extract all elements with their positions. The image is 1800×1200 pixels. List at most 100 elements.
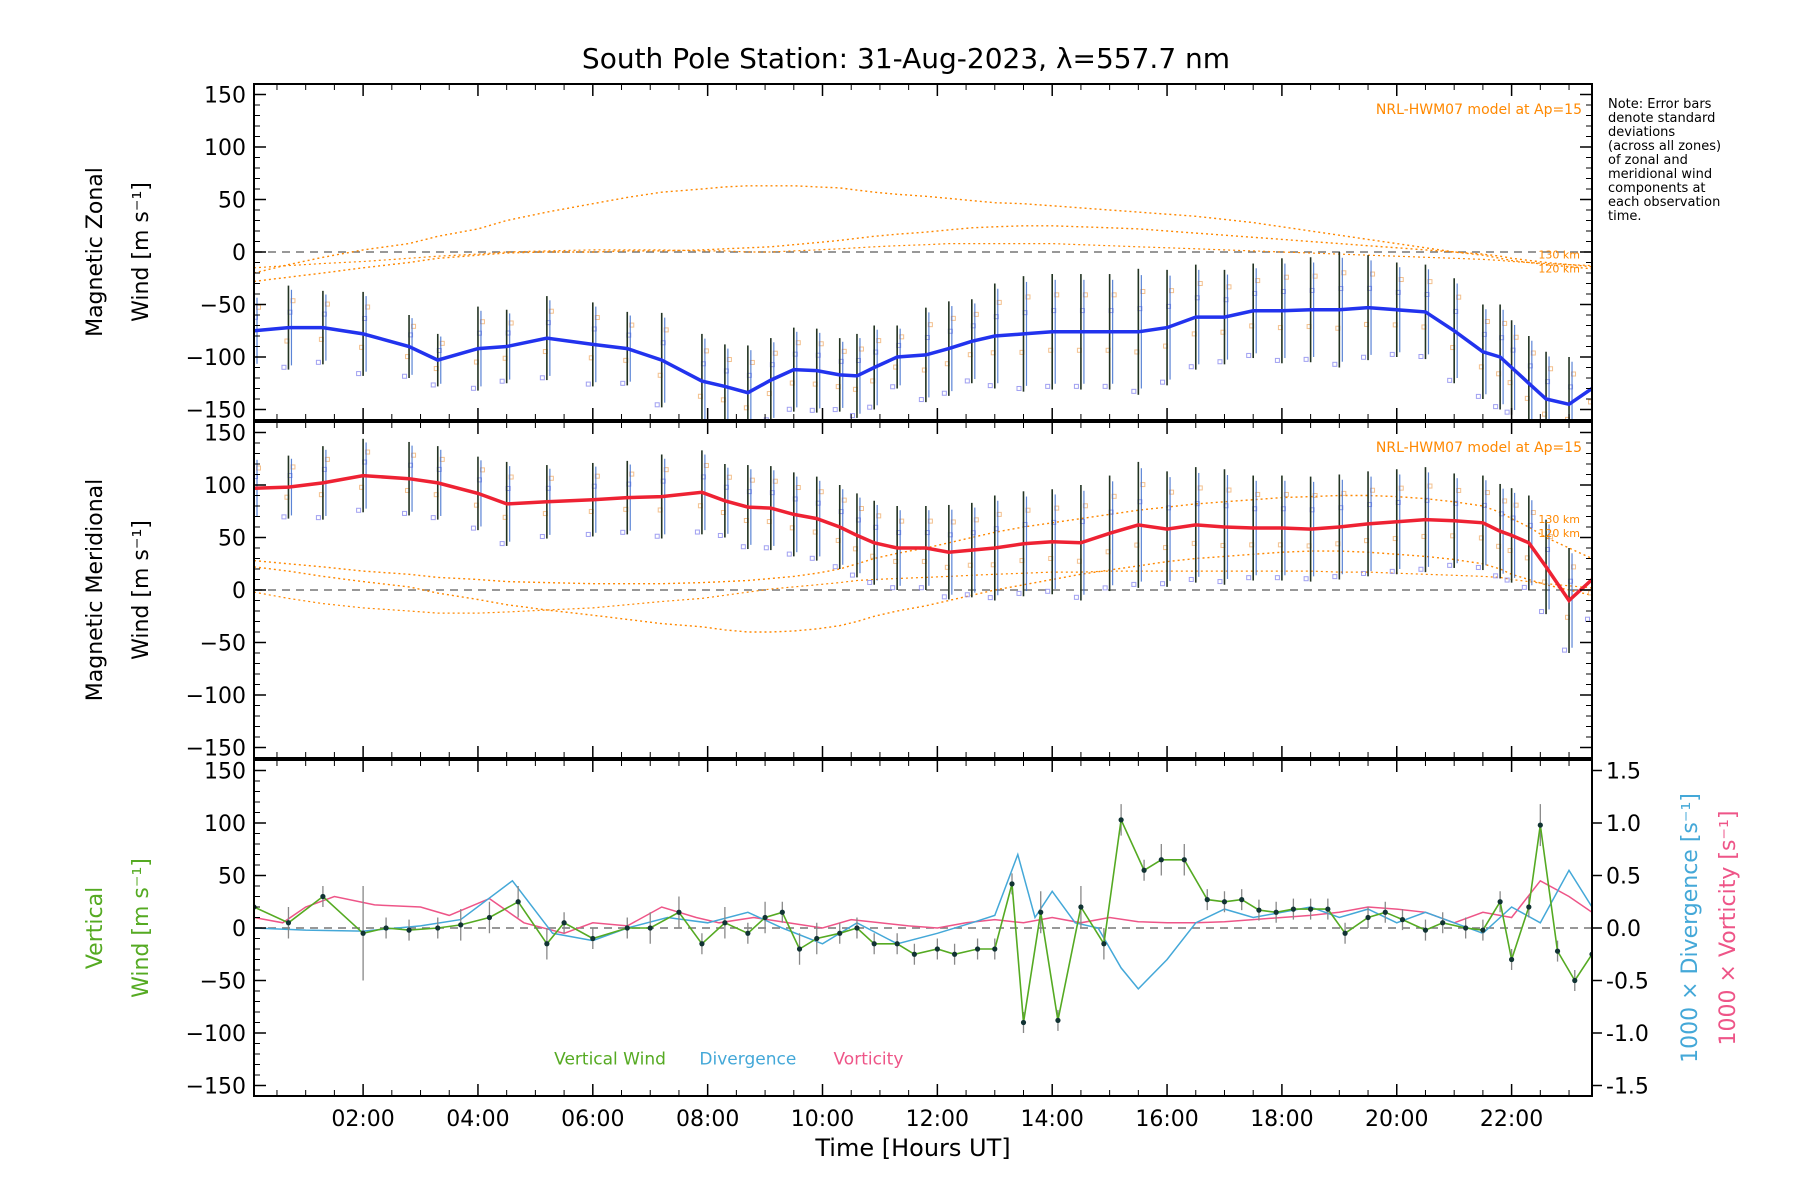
sample-point [585, 381, 591, 387]
vertical-wind-point [837, 930, 843, 936]
y-tick-label: −50 [200, 970, 246, 995]
x-tick-label: 06:00 [561, 1107, 624, 1132]
sample-point [1016, 590, 1022, 596]
sample-point [281, 364, 287, 370]
divergence-line [254, 852, 1592, 991]
vertical-wind-point [458, 922, 464, 928]
model-alt-label-120km: 120 km [1538, 527, 1580, 540]
sample-point [620, 380, 626, 386]
sample-point [718, 424, 722, 428]
sample-point [1418, 354, 1424, 360]
vertical-wind-point [1158, 857, 1164, 863]
sample-point [809, 407, 815, 413]
model-label: NRL-HWM07 model at Ap=15 [1376, 440, 1582, 456]
sample-point [1303, 356, 1309, 362]
note-line: denote standard [1608, 111, 1716, 126]
sample-point [1073, 383, 1079, 389]
vertical-wind-point [1509, 956, 1515, 963]
vertical-wind-point [1078, 904, 1084, 910]
vertical-wind-point [779, 909, 785, 915]
sample-point [1588, 399, 1592, 405]
vertical-wind-point [1204, 897, 1210, 903]
sample-point [1045, 383, 1051, 389]
x-tick-label: 14:00 [1021, 1107, 1084, 1132]
sample-point [890, 585, 896, 591]
sample-point [1588, 590, 1592, 596]
y-tick-label: −150 [186, 1075, 246, 1100]
model-curve-130km [254, 185, 1592, 274]
x-tick-label: 02:00 [331, 1107, 394, 1132]
sample-point [1389, 568, 1395, 574]
vertical-wind-point [1020, 1019, 1027, 1026]
note-line: time. [1608, 209, 1642, 224]
vertical-wind-point [285, 920, 292, 926]
y-axis-label: Wind [m s⁻¹] [129, 182, 154, 322]
vertical-wind-point [1463, 925, 1469, 931]
sample-point [1246, 575, 1252, 581]
y-axis-label: Magnetic Zonal [83, 167, 108, 337]
y-tick-label: 100 [204, 474, 246, 499]
vertical-wind-point [1422, 927, 1429, 933]
vertical-wind-point [590, 935, 596, 942]
sample-point [1389, 351, 1395, 357]
sample-point [1539, 609, 1545, 615]
sample-point [1585, 616, 1590, 622]
sample-point [1160, 581, 1166, 587]
sample-point [585, 531, 591, 537]
sample-point [470, 385, 476, 391]
model-label: NRL-HWM07 model at Ap=15 [1376, 102, 1582, 118]
model-alt-label-120km: 120 km [1538, 263, 1580, 276]
sample-point [1595, 360, 1599, 364]
sample-point [786, 551, 792, 557]
sample-point [499, 541, 505, 547]
vertical-wind-point [699, 941, 705, 947]
vertical-wind-point [383, 925, 389, 931]
sample-point [356, 507, 362, 513]
sample-point [1493, 573, 1499, 579]
y-tick-label: 50 [218, 527, 246, 552]
y-tick-label: −150 [186, 737, 246, 762]
sample-point [763, 545, 769, 551]
vertical-wind-point [1055, 1017, 1061, 1024]
y2-tick-label: 0.0 [1606, 917, 1641, 942]
sample-point [1102, 585, 1108, 591]
sample-point [402, 510, 408, 516]
vertical-plot-area [254, 804, 1592, 1033]
y-tick-label: 150 [204, 760, 246, 785]
vertical-wind-point [486, 914, 493, 921]
meridional-wind-line [254, 473, 1592, 604]
sample-point [1131, 388, 1137, 394]
legend-label: Vorticity [834, 1050, 904, 1070]
y2-tick-label: -1.0 [1606, 1022, 1649, 1047]
x-tick-label: 20:00 [1365, 1107, 1428, 1132]
vertical-wind-point [1325, 906, 1331, 912]
sample-point [1504, 409, 1510, 415]
note-line: components at [1608, 181, 1706, 196]
sample-point [1131, 581, 1137, 587]
vertical-wind-point [814, 935, 820, 942]
sample-point [1217, 579, 1223, 585]
vertical-wind-point [561, 920, 567, 926]
model-curve-120km [254, 225, 1592, 283]
sample-point [1521, 584, 1527, 590]
sample-point [918, 397, 924, 403]
sample-point [1475, 393, 1481, 399]
sample-point [356, 371, 362, 377]
vertical-wind-point [1038, 909, 1044, 915]
y2-tick-label: 1.0 [1606, 812, 1641, 837]
vertical-wind-point [406, 927, 412, 933]
x-tick-label: 12:00 [906, 1107, 969, 1132]
y-tick-label: −50 [200, 632, 246, 657]
vertical-wind-point [1181, 857, 1187, 863]
vertical-wind-point [796, 946, 803, 952]
error-bar-note: Note: Error bars denote standard deviati… [1608, 98, 1788, 224]
model-curve-130km [254, 494, 1592, 585]
vertical-wind-point [360, 930, 366, 936]
vertical-wind-point [762, 914, 768, 921]
vertical-wind-point [320, 893, 326, 900]
sample-point [539, 534, 545, 540]
sample-point [987, 595, 993, 601]
sample-point [1188, 364, 1194, 370]
y-tick-label: 50 [218, 189, 246, 214]
